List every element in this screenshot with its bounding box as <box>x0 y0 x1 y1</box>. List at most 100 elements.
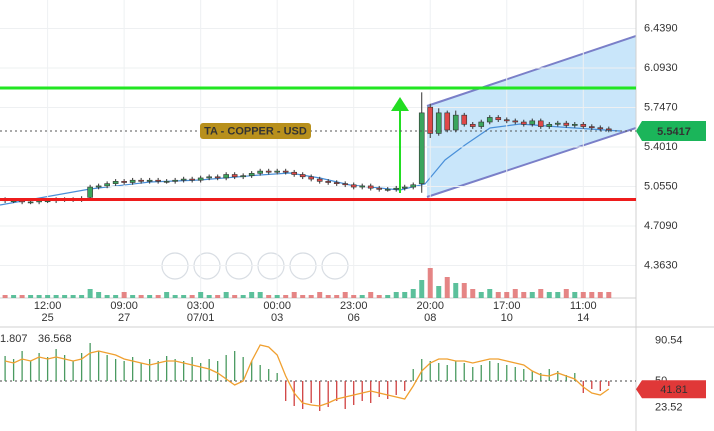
volume-bar <box>427 268 433 298</box>
y-tick-label: 6.4390 <box>644 22 678 34</box>
candle-body <box>512 120 519 123</box>
volume-bar <box>11 295 17 298</box>
candle-body <box>325 181 332 183</box>
x-tick-label: 23:00 <box>340 300 368 312</box>
volume-bar <box>478 292 484 298</box>
volume-bar <box>87 289 93 298</box>
volume-bar <box>79 295 85 298</box>
x-tick-date: 08 <box>424 312 436 324</box>
volume-bar <box>351 295 357 298</box>
x-tick-label: 17:00 <box>493 300 521 312</box>
y-tick-label: 4.7090 <box>644 220 678 232</box>
candle-body <box>223 174 229 179</box>
x-tick-label: 09:00 <box>110 300 138 312</box>
candle-body <box>87 186 93 198</box>
volume-bar <box>189 295 195 298</box>
candle-body <box>605 128 612 131</box>
volume-bar <box>300 295 306 298</box>
x-tick-label: 12:00 <box>34 300 62 312</box>
volume-bar <box>240 295 246 298</box>
candle-body <box>146 179 153 182</box>
candle-body <box>350 184 357 188</box>
candle-body <box>444 112 451 131</box>
candle-body <box>299 174 306 178</box>
volume-bar <box>325 295 331 298</box>
x-tick-label: 20:00 <box>416 300 444 312</box>
candle-body <box>95 185 102 188</box>
candle-body <box>469 123 476 127</box>
indicator-legend-value: 36.568 <box>38 333 72 345</box>
candle-body <box>231 174 238 178</box>
indicator-signal <box>4 344 610 407</box>
volume-bar <box>19 295 25 298</box>
drawings <box>0 0 637 298</box>
candle-body <box>580 123 587 127</box>
volume-bar <box>504 292 510 298</box>
candle-body <box>418 112 425 184</box>
volume-bar <box>546 292 552 298</box>
candle-body <box>571 123 578 126</box>
volume-bar <box>317 292 323 298</box>
last-price-label: 5.5417 <box>657 126 691 138</box>
volume-bar <box>572 292 578 298</box>
volume-bar <box>257 292 263 298</box>
volume-bar <box>580 292 586 298</box>
candle-body <box>537 120 544 127</box>
volume-bar <box>113 295 119 298</box>
y-tick-label: 6.0930 <box>644 62 678 74</box>
volume-bar <box>70 295 76 298</box>
candle-body <box>401 186 408 189</box>
x-tick-date: 03 <box>271 312 283 324</box>
volume-bar <box>28 295 34 298</box>
y-tick-label: 5.7470 <box>644 101 678 113</box>
candle-body <box>588 126 595 129</box>
volume-bar <box>495 292 501 298</box>
volume-bar <box>589 292 595 298</box>
volume-bar <box>232 295 238 298</box>
volume-bar <box>419 280 425 298</box>
volume-bar <box>155 295 161 298</box>
candle-body <box>206 176 212 179</box>
indicator-last-label: 41.81 <box>660 384 688 396</box>
candle-body <box>486 117 493 123</box>
volume-bar <box>223 292 229 298</box>
channel-lower <box>426 127 637 198</box>
volume-bar <box>393 292 399 298</box>
volume-bar <box>563 289 569 298</box>
volume-bar <box>249 292 255 298</box>
indicator-last-badge <box>636 380 706 399</box>
volume-bar <box>198 292 204 298</box>
candle-body <box>129 179 136 183</box>
indicator-legend-value: 1.807 <box>0 333 28 345</box>
volume-bar <box>130 295 136 298</box>
candle-body <box>155 179 161 182</box>
candle-body <box>214 176 221 179</box>
candle-body <box>503 119 510 122</box>
candle-body <box>274 170 280 173</box>
title-badge <box>200 122 311 139</box>
candle-body <box>452 114 459 131</box>
candle-body <box>333 182 340 184</box>
volume-bar <box>470 289 476 298</box>
volume-bar <box>36 295 42 298</box>
candle-body <box>478 121 485 127</box>
volume-bar <box>444 277 450 298</box>
x-tick-date: 10 <box>501 312 513 324</box>
volume-bar <box>487 289 493 298</box>
x-tick-label: 03:00 <box>187 300 215 312</box>
candle-body <box>376 187 383 190</box>
candle-body <box>189 178 195 181</box>
x-tick-date: 06 <box>348 312 360 324</box>
volume-bar <box>538 289 544 298</box>
y-tick-label: 5.0550 <box>644 180 678 192</box>
candle-body <box>240 175 246 178</box>
volume-bar <box>529 292 535 298</box>
volume-bar <box>266 295 272 298</box>
y-tick-label: 4.3630 <box>644 259 678 271</box>
candle-body <box>248 173 255 176</box>
candle-body <box>112 181 119 184</box>
volume-bar <box>138 295 144 298</box>
candle-body <box>257 170 263 174</box>
volume-bar <box>291 292 297 298</box>
